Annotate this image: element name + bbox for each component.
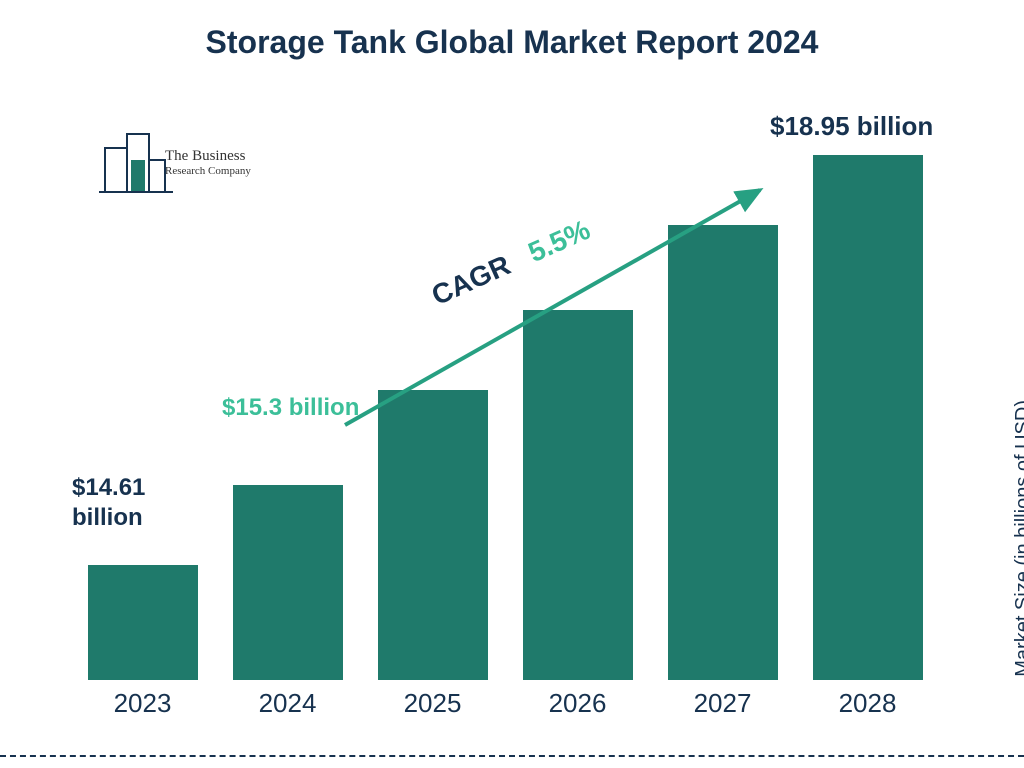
- x-axis-labels: 2023 2024 2025 2026 2027 2028: [70, 688, 940, 719]
- bars-container: [70, 120, 940, 680]
- xlabel-2: 2025: [378, 688, 488, 719]
- callout-2028: $18.95 billion: [770, 110, 933, 143]
- xlabel-4: 2027: [668, 688, 778, 719]
- callout-2023: $14.61 billion: [72, 473, 212, 533]
- callout-2024: $15.3 billion: [222, 393, 359, 423]
- xlabel-1: 2024: [233, 688, 343, 719]
- xlabel-5: 2028: [813, 688, 923, 719]
- y-axis-label: Market Size (in billions of USD): [1012, 400, 1024, 677]
- bar-2024: [233, 485, 343, 680]
- bar-2025: [378, 390, 488, 680]
- bar-2027: [668, 225, 778, 680]
- bar-2026: [523, 310, 633, 680]
- xlabel-3: 2026: [523, 688, 633, 719]
- bar-2028: [813, 155, 923, 680]
- chart-area: [70, 120, 940, 680]
- footer-divider: [0, 755, 1024, 757]
- xlabel-0: 2023: [88, 688, 198, 719]
- bar-2023: [88, 565, 198, 680]
- chart-title: Storage Tank Global Market Report 2024: [0, 24, 1024, 61]
